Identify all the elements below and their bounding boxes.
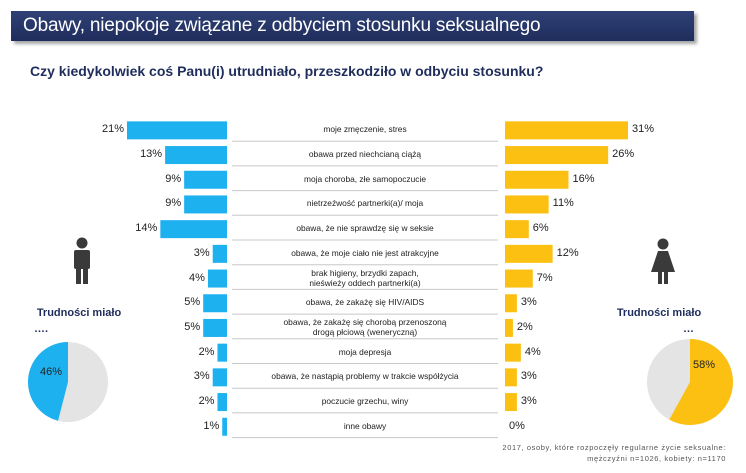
category-label: poczucie grzechu, winy	[321, 396, 409, 407]
category-label: moja depresja	[338, 346, 392, 357]
footnote-line-1: 2017, osoby, które rozpoczęły regularne …	[502, 443, 726, 452]
women-value-label: 3%	[520, 395, 537, 408]
footnote: 2017, osoby, które rozpoczęły regularne …	[446, 442, 726, 464]
women-bar	[505, 220, 529, 239]
men-side-title-ellipsis: ….	[34, 323, 49, 335]
women-value-label: 2%	[516, 320, 533, 333]
women-pie-label: 58%	[693, 359, 716, 371]
men-side-title-text: Trudności miało	[36, 307, 122, 319]
men-value-label: 9%	[165, 172, 182, 185]
men-side-title: Trudności miało ….	[24, 305, 134, 337]
women-value-label: 11%	[552, 197, 574, 210]
men-value-label: 9%	[165, 197, 182, 210]
men-value-label: 14%	[135, 222, 158, 235]
men-bar	[165, 146, 227, 165]
men-bar	[207, 269, 227, 288]
category-label: obawa, że moje ciało nie jest atrakcyjne	[291, 247, 439, 258]
category-label: obawa przed niechcianą ciążą	[308, 149, 422, 160]
women-value-label: 16%	[572, 172, 595, 185]
category-label: obawa, że nastąpią problemy w trakcie ws…	[271, 371, 459, 382]
women-bar	[505, 121, 628, 140]
women-side-title: Trudności miało …	[604, 305, 714, 337]
men-value-label: 13%	[140, 148, 163, 161]
men-bar	[212, 244, 227, 263]
men-bar	[217, 343, 227, 362]
women-value-label: 4%	[524, 345, 541, 358]
women-bar	[505, 146, 609, 165]
male-icon	[74, 237, 90, 284]
women-bar	[505, 294, 517, 313]
women-value-label: 12%	[556, 246, 579, 259]
men-value-label: 2%	[198, 345, 215, 358]
women-side-title-text: Trudności miało	[616, 307, 702, 319]
men-value-label: 1%	[203, 419, 220, 432]
women-value-label: 7%	[536, 271, 553, 284]
men-pie-label: 46%	[40, 366, 63, 378]
women-bar	[505, 269, 533, 288]
women-bar	[505, 393, 517, 412]
question-text: Czy kiedykolwiek coś Panu(i) utrudniało,…	[30, 63, 544, 79]
women-value-label: 6%	[532, 222, 549, 235]
men-value-label: 3%	[193, 246, 210, 259]
women-side-title-ellipsis: …	[683, 323, 694, 335]
women-value-label: 3%	[520, 296, 537, 309]
men-value-label: 5%	[184, 296, 201, 309]
category-label: moje zmęczenie, stres	[323, 124, 407, 135]
men-value-label: 2%	[198, 395, 215, 408]
men-bar	[203, 294, 227, 313]
men-bar	[184, 195, 227, 214]
men-value-label: 4%	[189, 271, 205, 284]
page-title: Obawy, niepokoje związane z odbyciem sto…	[23, 15, 541, 36]
category-label: obawa, że zakażę się HIV/AIDS	[305, 297, 425, 308]
female-icon	[651, 238, 675, 284]
women-bar	[505, 318, 513, 337]
category-label: inne obawy	[343, 420, 387, 431]
category-label: obawa, że nie sprawdzę się w seksie	[296, 223, 434, 234]
women-bar	[505, 343, 521, 362]
men-value-label: 3%	[193, 370, 210, 383]
men-value-label: 21%	[101, 123, 124, 136]
category-label: obawa, że zakażę się chorobą przenoszoną…	[283, 316, 447, 337]
men-pie-slice	[28, 342, 68, 421]
category-label: moja choroba, złe samopoczucie	[304, 173, 426, 184]
men-value-label: 5%	[184, 320, 201, 333]
women-bar	[505, 368, 517, 387]
title-bar: Obawy, niepokoje związane z odbyciem sto…	[11, 11, 694, 41]
women-value-label: 3%	[520, 370, 537, 383]
women-bar	[505, 244, 553, 263]
men-bar	[212, 368, 227, 387]
women-bar	[505, 170, 569, 189]
men-bar	[217, 393, 227, 412]
women-bar	[505, 195, 549, 214]
women-value-label: 31%	[632, 123, 655, 136]
category-label: brak higieny, brzydki zapach, nieświeży …	[309, 267, 421, 288]
men-bar	[222, 417, 227, 436]
women-value-label: 26%	[612, 148, 635, 161]
footnote-line-2: mężczyźni n=1026, kobiety: n=1170	[587, 454, 726, 463]
women-pie-slice	[669, 339, 733, 426]
men-bar	[127, 121, 227, 140]
men-bar	[203, 318, 227, 337]
men-bar	[160, 220, 227, 239]
women-value-label: 0%	[509, 419, 525, 432]
men-bar	[184, 170, 227, 189]
category-label: nietrzeźwość partnerki(a)/ moja	[306, 198, 424, 209]
